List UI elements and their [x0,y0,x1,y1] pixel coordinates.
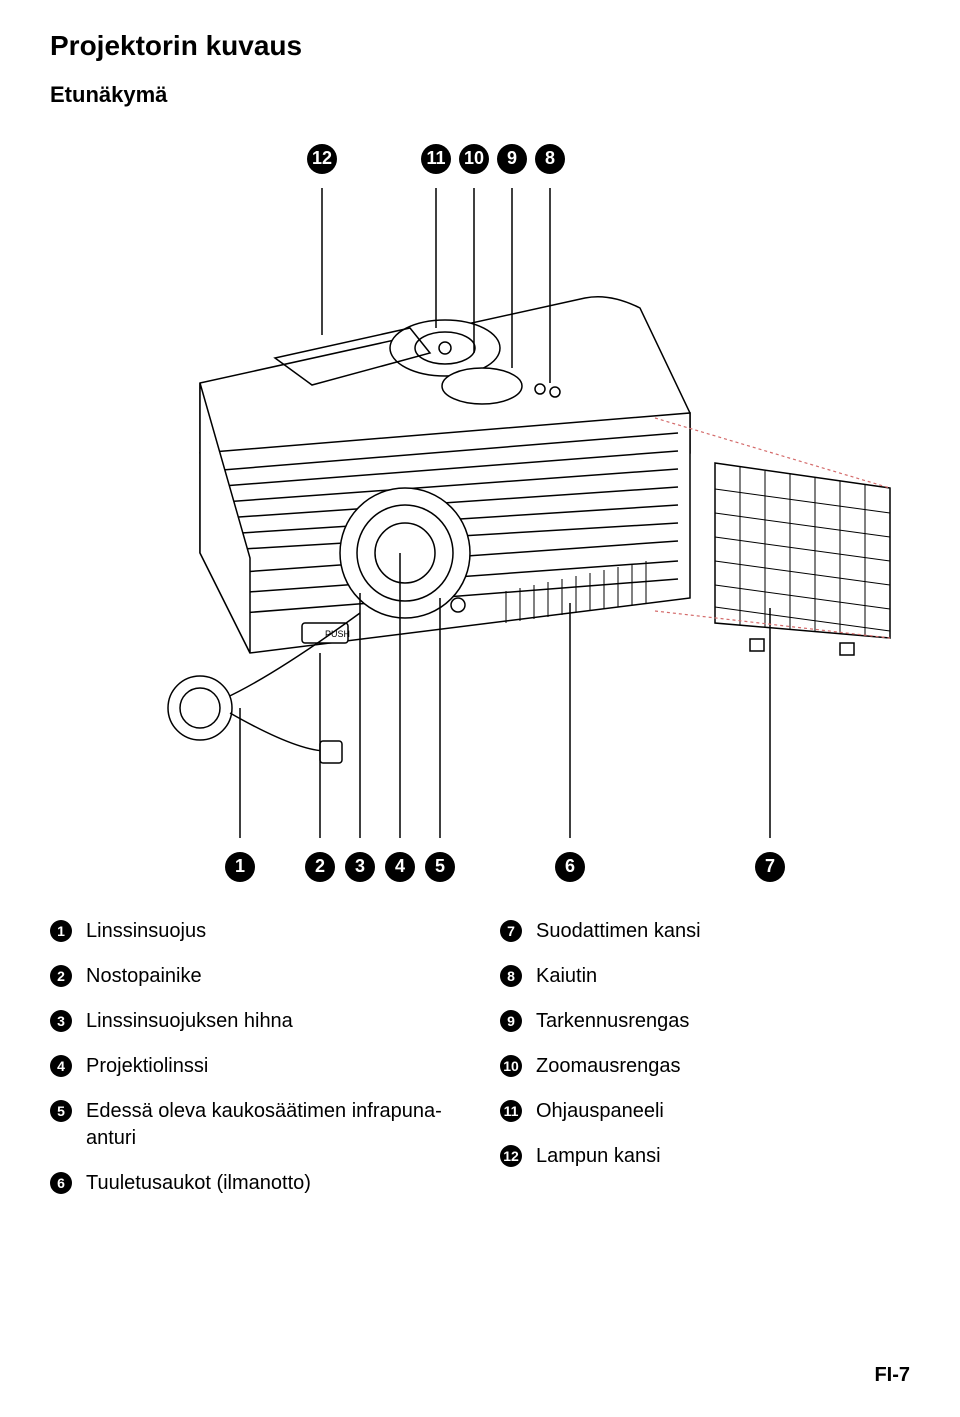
legend-text-7: Suodattimen kansi [536,918,701,945]
legend-item-9: 9 Tarkennusrengas [500,1008,910,1035]
page-number: FI-7 [874,1364,910,1387]
callout-badge-10: 10 [459,144,489,174]
legend-item-6: 6 Tuuletusaukot (ilmanotto) [50,1170,460,1197]
legend-text-12: Lampun kansi [536,1143,661,1170]
legend-item-8: 8 Kaiutin [500,963,910,990]
legend-text-10: Zoomausrengas [536,1053,681,1080]
legend-item-4: 4 Projektiolinssi [50,1053,460,1080]
legend-text-2: Nostopainike [86,963,202,990]
legend-column-right: 7 Suodattimen kansi 8 Kaiutin 9 Tarkennusreng… [500,918,910,1215]
legend-column-left: 1 Linssinsuojus 2 Nostopainike 3 Linssinsuoju… [50,918,460,1215]
legend-item-10: 10 Zoomausrengas [500,1053,910,1080]
legend-badge-12: 12 [500,1145,522,1167]
diagram-area: PUSH 121110981234567 [50,138,910,898]
callout-badge-1: 1 [225,852,255,882]
legend-badge-11: 11 [500,1100,522,1122]
legend-item-1: 1 Linssinsuojus [50,918,460,945]
legend: 1 Linssinsuojus 2 Nostopainike 3 Linssinsuoju… [50,918,910,1215]
callout-badge-9: 9 [497,144,527,174]
legend-text-4: Projektiolinssi [86,1053,208,1080]
callout-badge-7: 7 [755,852,785,882]
legend-badge-3: 3 [50,1010,72,1032]
callout-badge-5: 5 [425,852,455,882]
page-subtitle: Etunäkymä [50,82,910,108]
callout-badge-3: 3 [345,852,375,882]
legend-badge-1: 1 [50,920,72,942]
legend-badge-4: 4 [50,1055,72,1077]
page-title: Projektorin kuvaus [50,30,910,62]
callout-badge-8: 8 [535,144,565,174]
callout-badge-4: 4 [385,852,415,882]
legend-badge-5: 5 [50,1100,72,1122]
legend-badge-9: 9 [500,1010,522,1032]
callout-badge-6: 6 [555,852,585,882]
callout-badge-2: 2 [305,852,335,882]
legend-item-12: 12 Lampun kansi [500,1143,910,1170]
legend-text-8: Kaiutin [536,963,597,990]
callout-badge-11: 11 [421,144,451,174]
legend-item-11: 11 Ohjauspaneeli [500,1098,910,1125]
legend-item-3: 3 Linssinsuojuksen hihna [50,1008,460,1035]
push-label: PUSH [325,629,350,639]
legend-text-11: Ohjauspaneeli [536,1098,664,1125]
legend-badge-10: 10 [500,1055,522,1077]
legend-badge-2: 2 [50,965,72,987]
projector-illustration: PUSH [50,138,910,898]
legend-item-5: 5 Edessä oleva kaukosäätimen infrapuna-an… [50,1098,460,1152]
legend-badge-7: 7 [500,920,522,942]
legend-badge-6: 6 [50,1172,72,1194]
legend-text-1: Linssinsuojus [86,918,206,945]
legend-item-2: 2 Nostopainike [50,963,460,990]
legend-badge-8: 8 [500,965,522,987]
legend-text-3: Linssinsuojuksen hihna [86,1008,293,1035]
legend-text-9: Tarkennusrengas [536,1008,689,1035]
legend-text-6: Tuuletusaukot (ilmanotto) [86,1170,311,1197]
callout-badge-12: 12 [307,144,337,174]
legend-text-5: Edessä oleva kaukosäätimen infrapuna-ant… [86,1098,460,1152]
legend-item-7: 7 Suodattimen kansi [500,918,910,945]
